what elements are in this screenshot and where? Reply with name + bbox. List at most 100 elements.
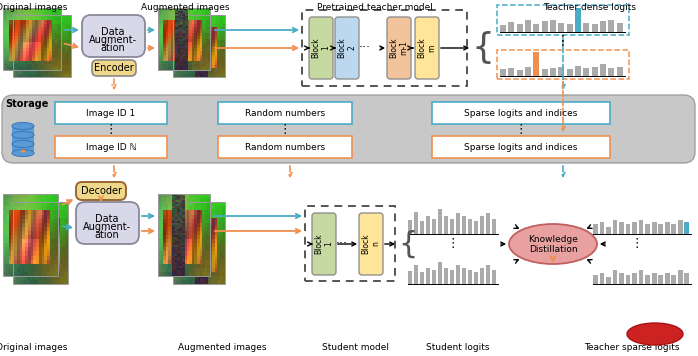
- Bar: [32, 263, 35, 268]
- Bar: [34, 223, 36, 227]
- Bar: [31, 272, 34, 276]
- Text: php: php: [633, 328, 655, 338]
- Bar: [51, 71, 54, 74]
- Bar: [198, 49, 200, 51]
- Bar: [55, 11, 58, 14]
- Bar: [186, 41, 188, 42]
- Bar: [178, 58, 181, 62]
- Bar: [212, 21, 214, 24]
- Bar: [20, 30, 23, 33]
- Bar: [209, 276, 212, 280]
- Bar: [180, 235, 182, 237]
- Bar: [184, 17, 186, 20]
- Bar: [199, 62, 202, 64]
- Bar: [22, 37, 24, 40]
- Bar: [180, 8, 183, 10]
- Bar: [207, 20, 210, 23]
- Bar: [184, 239, 186, 243]
- Bar: [191, 272, 194, 276]
- Bar: [32, 247, 35, 251]
- Bar: [202, 272, 205, 276]
- Bar: [175, 16, 177, 17]
- Bar: [195, 67, 197, 70]
- Bar: [671, 275, 676, 284]
- Bar: [50, 268, 52, 272]
- Bar: [181, 30, 184, 33]
- Bar: [189, 20, 192, 23]
- Bar: [177, 48, 180, 50]
- Bar: [200, 72, 203, 74]
- Bar: [426, 268, 431, 284]
- Bar: [212, 58, 214, 62]
- Bar: [63, 251, 65, 255]
- Bar: [39, 31, 42, 33]
- Bar: [220, 74, 223, 77]
- Bar: [173, 71, 176, 74]
- Bar: [174, 202, 177, 204]
- Bar: [186, 222, 188, 227]
- Bar: [34, 31, 36, 33]
- Bar: [59, 27, 62, 31]
- Bar: [161, 223, 163, 227]
- Bar: [195, 33, 197, 36]
- Bar: [43, 247, 46, 251]
- Bar: [6, 67, 9, 70]
- Bar: [202, 17, 205, 20]
- Bar: [196, 206, 199, 210]
- Bar: [177, 10, 180, 11]
- Bar: [182, 198, 185, 200]
- Bar: [189, 256, 192, 260]
- Bar: [174, 208, 177, 210]
- Bar: [223, 40, 225, 43]
- Bar: [202, 51, 205, 54]
- Bar: [172, 206, 174, 208]
- Bar: [9, 42, 12, 45]
- Bar: [205, 24, 208, 26]
- Bar: [176, 27, 179, 30]
- Bar: [158, 264, 161, 268]
- Bar: [27, 58, 31, 62]
- Bar: [65, 15, 68, 18]
- Bar: [209, 214, 212, 218]
- Bar: [29, 218, 32, 222]
- Bar: [177, 210, 180, 213]
- Bar: [40, 260, 43, 263]
- Bar: [20, 256, 22, 260]
- Bar: [168, 48, 171, 51]
- Bar: [176, 215, 179, 219]
- Bar: [15, 42, 17, 45]
- Bar: [200, 32, 203, 33]
- Bar: [184, 58, 186, 61]
- Bar: [34, 27, 36, 31]
- Bar: [174, 198, 177, 200]
- Bar: [17, 42, 20, 45]
- Bar: [183, 22, 186, 23]
- Bar: [51, 55, 54, 58]
- Bar: [203, 216, 205, 218]
- Bar: [180, 213, 182, 215]
- Bar: [16, 280, 19, 284]
- Bar: [50, 23, 52, 27]
- Bar: [195, 46, 198, 48]
- Bar: [180, 223, 182, 225]
- Bar: [54, 64, 57, 68]
- Bar: [174, 17, 176, 20]
- Bar: [207, 227, 209, 231]
- Bar: [22, 62, 24, 64]
- Bar: [25, 251, 28, 256]
- Bar: [179, 45, 181, 48]
- Bar: [29, 14, 32, 17]
- Bar: [186, 33, 188, 34]
- Bar: [40, 243, 43, 247]
- Bar: [68, 71, 71, 74]
- Bar: [51, 64, 54, 68]
- Bar: [176, 36, 179, 39]
- Bar: [20, 11, 23, 14]
- Bar: [198, 235, 200, 237]
- Bar: [50, 42, 52, 45]
- Bar: [25, 194, 28, 198]
- Bar: [217, 64, 220, 68]
- Bar: [31, 58, 34, 62]
- Bar: [6, 64, 9, 67]
- Bar: [171, 256, 174, 260]
